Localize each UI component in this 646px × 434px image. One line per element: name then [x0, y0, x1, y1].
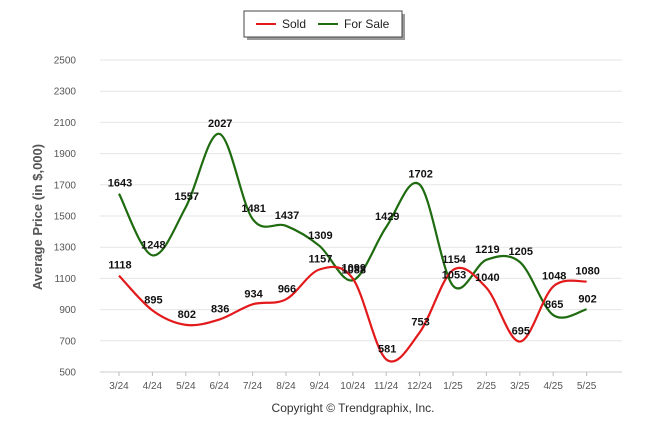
data-label-for-sale-5/25: 902 [578, 293, 596, 305]
data-label-for-sale-12/24: 1702 [408, 168, 432, 180]
x-tick-label-5/24: 5/24 [176, 381, 196, 392]
data-label-sold-1/25: 1154 [442, 254, 467, 266]
data-label-for-sale-6/24: 2027 [208, 118, 232, 130]
x-tick-label-3/25: 3/25 [510, 381, 530, 392]
data-label-sold-3/24: 1118 [108, 260, 131, 272]
x-tick-label-3/24: 3/24 [109, 381, 129, 392]
x-tick-label-5/25: 5/25 [577, 381, 597, 392]
y-tick-label-700: 700 [59, 336, 76, 347]
y-tick-label-900: 900 [59, 305, 76, 316]
data-labels: 1118 895 802 836 934 966 1157 1099 581 753 1154 104… [108, 118, 600, 356]
x-tick-label-2/25: 2/25 [477, 381, 497, 392]
series-line-sold [118, 265, 587, 363]
data-label-for-sale-2/25: 1219 [475, 244, 499, 256]
data-label-for-sale-7/24: 1481 [241, 203, 265, 215]
data-label-sold-6/24: 836 [211, 304, 229, 316]
data-label-for-sale-11/24: 1429 [375, 211, 399, 223]
data-label-sold-4/25: 1048 [542, 271, 566, 283]
y-tick-label-1900: 1900 [54, 149, 77, 160]
x-tick-label-11/24: 11/24 [374, 381, 399, 392]
data-label-sold-11/24: 581 [378, 343, 396, 355]
y-tick-label-500: 500 [59, 368, 76, 379]
data-label-for-sale-8/24: 1437 [275, 210, 299, 222]
x-tick-label-7/24: 7/24 [243, 381, 263, 392]
data-label-for-sale-4/25: 865 [545, 299, 563, 311]
x-tick-label-12/24: 12/24 [407, 381, 432, 392]
copyright-credit: Copyright © Trendgraphix, Inc. [272, 401, 435, 415]
legend-label-for-sale: For Sale [344, 17, 390, 31]
grid-lines [100, 59, 622, 373]
data-label-for-sale-3/24: 1643 [108, 178, 132, 190]
y-tick-label-2300: 2300 [54, 87, 77, 98]
data-label-sold-3/25: 695 [512, 326, 530, 338]
x-tick-label-8/24: 8/24 [276, 381, 296, 392]
x-tick-label-4/24: 4/24 [143, 381, 163, 392]
data-label-for-sale-4/24: 1248 [141, 239, 165, 251]
data-label-for-sale-1/25: 1053 [442, 270, 466, 282]
x-tick-label-9/24: 9/24 [310, 381, 330, 392]
y-tick-label-2500: 2500 [54, 56, 77, 67]
data-label-for-sale-9/24: 1309 [308, 230, 332, 242]
axes: 500 700 900 1100 1300 1500 1700 1900 2100 2300 250… [54, 56, 622, 392]
data-label-for-sale-10/24: 1088 [342, 264, 366, 276]
data-label-sold-4/24: 895 [144, 294, 162, 306]
y-tick-label-1300: 1300 [54, 243, 77, 254]
y-tick-label-2100: 2100 [54, 118, 77, 129]
x-tick-label-1/25: 1/25 [443, 381, 463, 392]
series-line-for-sale [118, 132, 587, 319]
x-tick-label-6/24: 6/24 [209, 381, 229, 392]
y-tick-label-1100: 1100 [54, 274, 76, 285]
y-tick-label-1700: 1700 [54, 180, 77, 191]
data-label-sold-2/25: 1040 [475, 272, 499, 284]
y-axis-title: Average Price (in $,000) [30, 144, 45, 290]
legend: Sold For Sale [243, 10, 405, 40]
data-label-sold-5/25: 1080 [575, 266, 599, 278]
x-tick-label-10/24: 10/24 [340, 381, 365, 392]
data-label-for-sale-5/24: 1557 [175, 191, 199, 203]
data-label-sold-12/24: 753 [411, 317, 429, 329]
data-label-sold-5/24: 802 [178, 309, 196, 321]
legend-label-sold: Sold [282, 17, 306, 31]
y-tick-label-1500: 1500 [54, 212, 77, 223]
x-tick-label-4/25: 4/25 [543, 381, 563, 392]
data-label-sold-8/24: 966 [278, 283, 296, 295]
data-label-sold-9/24: 1157 [308, 254, 332, 266]
data-label-sold-10/24: 1099 [342, 263, 366, 275]
data-label-for-sale-3/25: 1205 [509, 246, 533, 258]
series-lines [118, 132, 587, 363]
data-label-sold-7/24: 934 [244, 288, 263, 300]
